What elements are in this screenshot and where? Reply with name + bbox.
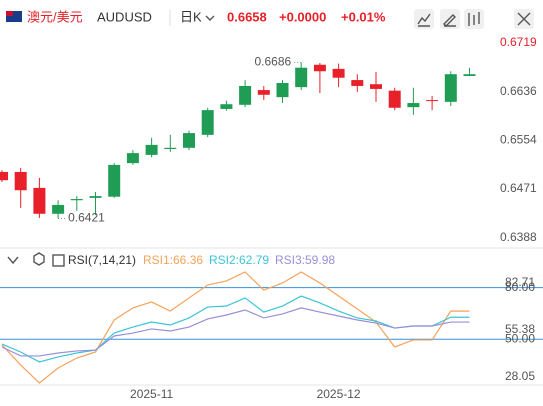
annotation-label: 0.6421 bbox=[68, 211, 105, 225]
candle-body bbox=[52, 204, 65, 214]
candle-body bbox=[463, 74, 476, 76]
change-pct: +0.01% bbox=[341, 9, 386, 24]
candle-body bbox=[239, 85, 252, 105]
candle-body bbox=[145, 144, 158, 155]
period[interactable]: 日K bbox=[180, 9, 202, 24]
annotation-label: 0.6686 bbox=[254, 55, 291, 69]
header: 澳元/美元 AUDUSD 日K 0.6658 +0.0000 +0.01% bbox=[6, 9, 534, 29]
tool-icon bbox=[443, 14, 456, 27]
symbol: AUDUSD bbox=[97, 9, 152, 24]
candle-body bbox=[370, 84, 382, 89]
rsi-title: RSI(7,14,21) bbox=[68, 253, 136, 267]
x-tick-label: 2025-11 bbox=[130, 387, 173, 401]
flag bbox=[6, 11, 22, 22]
tool-button[interactable] bbox=[414, 9, 434, 29]
tool-icon bbox=[468, 12, 480, 26]
y-tick-label: 0.6388 bbox=[500, 230, 537, 244]
legend-entry: RSI2:62.79 bbox=[209, 253, 269, 267]
candle-body bbox=[332, 68, 345, 78]
y-tick-label: 0.6471 bbox=[500, 181, 537, 195]
price: 0.6658 bbox=[227, 9, 267, 24]
collapse-icon[interactable] bbox=[7, 256, 19, 265]
candle-body bbox=[444, 74, 457, 102]
y-tick-label: 82.71 bbox=[505, 275, 535, 289]
candle-body bbox=[426, 100, 439, 102]
candle-body bbox=[313, 64, 326, 72]
legend-entry: RSI1:66.36 bbox=[143, 253, 203, 267]
candle-body bbox=[388, 90, 401, 108]
rsi-line bbox=[1, 271, 470, 384]
flag bbox=[6, 11, 13, 16]
candle-body bbox=[14, 171, 27, 191]
x-tick-label: 2025-12 bbox=[317, 387, 361, 401]
candle-body bbox=[257, 90, 270, 95]
rsi-line bbox=[1, 307, 470, 357]
reference-label: 50.00 bbox=[505, 331, 535, 345]
legend-entry: RSI3:59.98 bbox=[275, 253, 335, 267]
candle-body bbox=[70, 199, 83, 201]
candle-body bbox=[33, 187, 46, 214]
candle-body bbox=[276, 83, 289, 98]
pair-name: 澳元/美元 bbox=[27, 9, 83, 24]
reference-label: 80.00 bbox=[505, 280, 535, 294]
indicator-icon[interactable] bbox=[52, 254, 65, 267]
candle-body bbox=[108, 164, 121, 197]
candle-body bbox=[164, 147, 177, 149]
toolbar bbox=[414, 9, 534, 29]
rsi-line bbox=[1, 295, 470, 363]
candle-body bbox=[295, 67, 308, 88]
y-tick-label: 28.05 bbox=[505, 369, 535, 383]
change: +0.0000 bbox=[279, 9, 326, 24]
candle-body bbox=[126, 153, 139, 164]
candle-body bbox=[407, 103, 420, 108]
candle-body bbox=[0, 171, 8, 181]
y-tick-label: 0.6554 bbox=[500, 132, 537, 146]
candle-body bbox=[183, 133, 195, 148]
tool-button[interactable] bbox=[440, 9, 460, 29]
y-tick-label: 0.6636 bbox=[500, 84, 537, 98]
candle-body bbox=[351, 80, 364, 86]
candle-body bbox=[89, 196, 102, 198]
tool-icon bbox=[417, 13, 431, 27]
y-tick-label: 0.6719 bbox=[500, 35, 537, 49]
candle-body bbox=[220, 104, 233, 109]
dropdown-arrow[interactable] bbox=[205, 15, 215, 21]
y-tick-label: 55.38 bbox=[505, 322, 535, 336]
candle-body bbox=[201, 110, 214, 135]
settings-icon[interactable] bbox=[33, 252, 45, 266]
tool-icon bbox=[517, 12, 531, 26]
